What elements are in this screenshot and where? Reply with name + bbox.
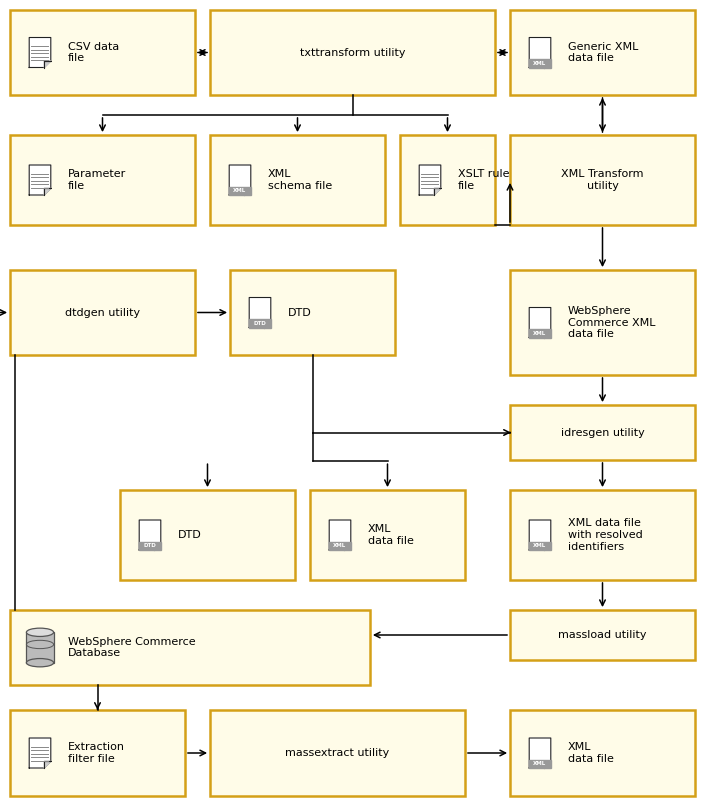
Polygon shape [529, 542, 550, 550]
Polygon shape [434, 189, 441, 195]
Polygon shape [529, 520, 550, 550]
FancyBboxPatch shape [400, 135, 495, 225]
Text: XML data file
with resolved
identifiers: XML data file with resolved identifiers [568, 518, 643, 551]
Text: Parameter
file: Parameter file [68, 169, 127, 191]
FancyBboxPatch shape [510, 710, 695, 796]
Ellipse shape [27, 628, 53, 637]
FancyBboxPatch shape [310, 490, 465, 580]
Polygon shape [529, 738, 550, 768]
FancyBboxPatch shape [510, 135, 695, 225]
Text: CSV data
file: CSV data file [68, 42, 120, 64]
Polygon shape [544, 61, 550, 68]
Polygon shape [529, 760, 550, 768]
Text: Generic XML
data file: Generic XML data file [568, 42, 638, 64]
Polygon shape [329, 520, 351, 550]
Polygon shape [229, 187, 251, 195]
Polygon shape [30, 738, 51, 768]
Text: XML: XML [333, 543, 347, 548]
Polygon shape [249, 319, 271, 327]
Ellipse shape [27, 659, 53, 667]
Polygon shape [544, 543, 550, 550]
Text: DTD: DTD [288, 308, 311, 318]
Polygon shape [30, 165, 51, 195]
FancyBboxPatch shape [10, 10, 195, 95]
Polygon shape [529, 38, 550, 68]
Polygon shape [544, 762, 550, 768]
Text: DTD: DTD [254, 321, 266, 326]
Polygon shape [264, 321, 271, 327]
Polygon shape [27, 632, 53, 663]
Polygon shape [529, 60, 550, 68]
Text: WebSphere Commerce
Database: WebSphere Commerce Database [68, 637, 195, 659]
Polygon shape [139, 542, 161, 550]
Text: XSLT rule
file: XSLT rule file [458, 169, 510, 191]
FancyBboxPatch shape [510, 10, 695, 95]
Polygon shape [30, 38, 51, 68]
FancyBboxPatch shape [210, 710, 465, 796]
FancyBboxPatch shape [510, 610, 695, 660]
FancyBboxPatch shape [210, 10, 495, 95]
FancyBboxPatch shape [230, 270, 395, 355]
FancyBboxPatch shape [510, 405, 695, 460]
Text: WebSphere
Commerce XML
data file: WebSphere Commerce XML data file [568, 306, 655, 339]
FancyBboxPatch shape [120, 490, 295, 580]
Text: Extraction
filter file: Extraction filter file [68, 742, 125, 764]
FancyBboxPatch shape [10, 610, 370, 685]
Polygon shape [249, 297, 271, 327]
Text: dtdgen utility: dtdgen utility [65, 308, 140, 318]
Polygon shape [529, 308, 550, 338]
Text: idresgen utility: idresgen utility [560, 427, 645, 438]
Text: XML Transform
utility: XML Transform utility [561, 169, 644, 191]
Polygon shape [344, 543, 351, 550]
Text: XML: XML [534, 762, 547, 767]
FancyBboxPatch shape [10, 270, 195, 355]
Polygon shape [139, 520, 161, 550]
FancyBboxPatch shape [510, 490, 695, 580]
Text: XML: XML [534, 543, 547, 548]
Text: DTD: DTD [178, 530, 202, 540]
Text: XML
schema file: XML schema file [268, 169, 333, 191]
Polygon shape [44, 189, 51, 195]
Text: XML: XML [233, 189, 247, 193]
Polygon shape [44, 61, 51, 68]
Text: massload utility: massload utility [558, 630, 647, 640]
Polygon shape [529, 330, 550, 338]
Text: XML
data file: XML data file [368, 524, 414, 546]
Text: massextract utility: massextract utility [285, 748, 389, 758]
Polygon shape [44, 762, 51, 768]
Text: txttransform utility: txttransform utility [299, 48, 405, 57]
Polygon shape [329, 542, 351, 550]
Polygon shape [419, 165, 441, 195]
FancyBboxPatch shape [10, 710, 185, 796]
Polygon shape [244, 189, 251, 195]
Polygon shape [229, 165, 251, 195]
Text: XML
data file: XML data file [568, 742, 614, 764]
Polygon shape [154, 543, 161, 550]
Text: DTD: DTD [143, 543, 156, 548]
FancyBboxPatch shape [510, 270, 695, 375]
Text: XML: XML [534, 61, 547, 66]
Text: XML: XML [534, 331, 547, 336]
FancyBboxPatch shape [10, 135, 195, 225]
Polygon shape [544, 331, 550, 338]
FancyBboxPatch shape [210, 135, 385, 225]
